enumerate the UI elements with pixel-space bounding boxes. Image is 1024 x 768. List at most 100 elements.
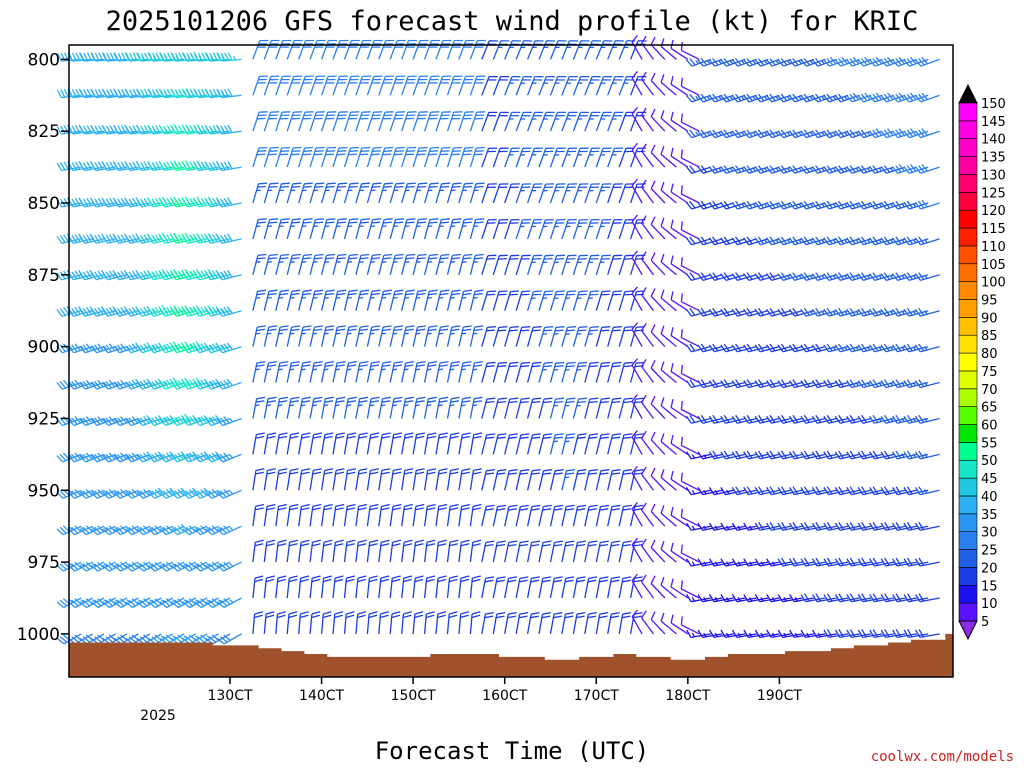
barb-flag — [519, 579, 528, 583]
barb-flag — [136, 491, 144, 499]
barb-flag — [361, 218, 370, 221]
barb-flag — [125, 126, 131, 135]
barb-flag — [623, 365, 633, 368]
barb-flag — [542, 576, 552, 580]
barb-flag — [348, 292, 357, 296]
barb-flag — [82, 526, 90, 534]
barb-flag — [650, 180, 656, 189]
barb-flag — [82, 563, 90, 570]
barb-half-flag — [126, 526, 131, 531]
barb-shaft — [650, 259, 666, 276]
barb-flag — [532, 469, 541, 472]
barb-flag — [314, 325, 323, 328]
barb-flag — [323, 471, 333, 475]
wind-barb — [641, 179, 655, 204]
barb-flag — [531, 472, 540, 475]
barb-half-flag — [404, 332, 409, 335]
wind-barb — [275, 289, 289, 311]
barb-flag — [128, 380, 135, 389]
wind-barb — [435, 503, 448, 527]
barb-flag — [116, 453, 124, 462]
barb-flag — [82, 271, 89, 280]
barb-flag — [533, 326, 542, 329]
wind-barb — [113, 597, 139, 609]
wind-barb — [435, 325, 449, 347]
barb-flag — [531, 504, 541, 508]
barb-flag — [266, 507, 276, 511]
barb-flag — [302, 360, 312, 364]
wind-barb — [401, 503, 413, 527]
barb-flag — [631, 322, 639, 330]
barb-flag — [392, 575, 401, 579]
barb-flag — [519, 611, 529, 615]
barb-flag — [670, 327, 674, 336]
barb-half-flag — [137, 526, 142, 531]
barb-flag — [148, 199, 154, 208]
barb-flag — [670, 147, 674, 157]
barb-flag — [427, 435, 436, 439]
barb-half-flag — [323, 404, 329, 407]
barb-flag — [635, 257, 645, 260]
barb-half-flag — [137, 490, 142, 495]
barb-flag — [519, 472, 529, 475]
barb-flag — [139, 271, 146, 280]
barb-flag — [322, 614, 332, 619]
barb-flag — [102, 126, 108, 135]
barb-half-flag — [266, 404, 272, 407]
barb-half-flag — [114, 454, 119, 459]
barb-flag — [461, 503, 471, 508]
barb-flag — [381, 468, 391, 472]
wind-barb — [641, 610, 655, 635]
wind-barb — [469, 539, 482, 563]
barb-flag — [680, 293, 683, 302]
barb-flag — [426, 543, 436, 547]
barb-flag — [439, 364, 448, 368]
wind-barb — [343, 396, 357, 419]
barb-flag — [71, 308, 78, 316]
wind-barb — [366, 468, 379, 491]
wind-barb — [389, 253, 404, 275]
wind-barb — [481, 469, 495, 491]
barb-half-flag — [335, 368, 340, 371]
barb-flag — [429, 150, 439, 152]
barb-flag — [621, 615, 631, 619]
barb-flag — [347, 435, 356, 439]
barb-flag — [314, 221, 324, 224]
barb-flag — [463, 185, 473, 188]
barb-flag — [109, 52, 115, 61]
barb-flag — [578, 326, 588, 329]
barb-flag — [278, 468, 288, 472]
barb-flag — [326, 218, 336, 221]
barb-flag — [391, 578, 401, 583]
wind-barb — [538, 397, 553, 419]
wind-barb — [136, 561, 162, 572]
barb-flag — [349, 289, 358, 292]
barb-half-flag — [461, 296, 467, 299]
wind-barb — [355, 503, 368, 527]
barb-flag — [450, 364, 460, 368]
wind-barb — [538, 611, 552, 635]
barb-flag — [313, 468, 322, 472]
barb-half-flag — [576, 404, 581, 407]
wind-barb — [641, 143, 655, 168]
wind-barb — [549, 433, 564, 455]
barb-half-flag — [369, 368, 375, 371]
barb-flag — [660, 612, 665, 622]
barb-flag — [509, 397, 519, 400]
barb-flag — [635, 469, 644, 472]
wind-barb — [504, 540, 518, 563]
barb-flag — [601, 397, 610, 400]
barb-flag — [462, 364, 471, 368]
barb-flag — [116, 490, 124, 498]
barb-flag — [543, 400, 552, 404]
wind-barb — [538, 433, 553, 455]
barb-flag — [165, 598, 174, 605]
barb-flag — [578, 397, 587, 400]
wind-barb — [423, 325, 438, 347]
wind-barb — [549, 611, 563, 635]
barb-flag — [633, 543, 643, 547]
barb-flag — [337, 289, 347, 292]
wind-barb — [366, 611, 378, 634]
barb-flag — [428, 396, 437, 400]
barb-flag — [360, 150, 370, 152]
